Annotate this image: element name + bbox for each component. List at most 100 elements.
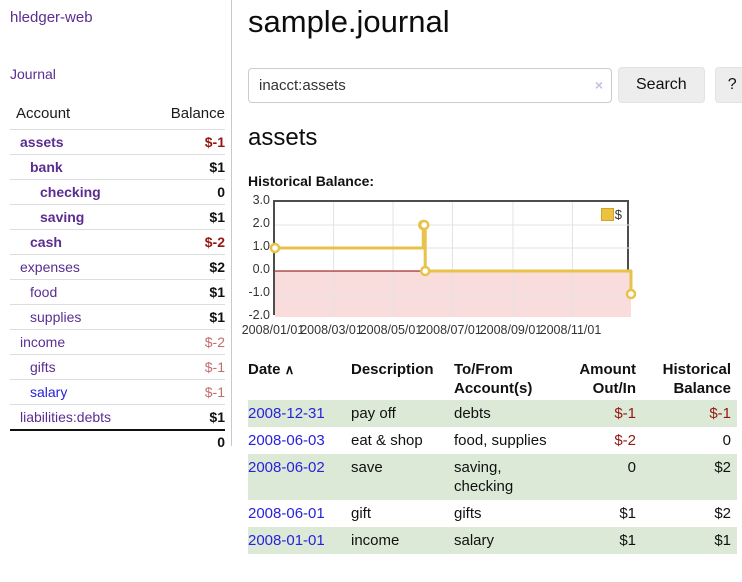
amount-cell: $1 — [619, 505, 636, 522]
register-table: Date ∧ Description To/From Account(s) Am… — [248, 358, 737, 554]
accounts-cell: salary — [454, 532, 495, 549]
x-axis-tick: 2008/05/01 — [359, 323, 423, 337]
account-balance: $-2 — [204, 334, 225, 350]
account-row: saving $1 — [10, 204, 225, 229]
register-header-row: Date ∧ Description To/From Account(s) Am… — [248, 358, 737, 400]
account-balance: $1 — [209, 209, 225, 225]
balance-column-header: Historical Balance — [662, 361, 731, 397]
account-link-cash[interactable]: cash — [30, 234, 62, 250]
accounts-column-header: To/From Account(s) — [454, 361, 533, 397]
register-row[interactable]: 2008-06-01 gift gifts $1 $2 — [248, 500, 737, 527]
account-link-gifts[interactable]: gifts — [30, 359, 56, 375]
account-balance: $-1 — [204, 359, 225, 375]
y-axis-tick: 0.0 — [252, 262, 270, 276]
account-link-bank[interactable]: bank — [30, 159, 63, 175]
account-link-checking[interactable]: checking — [40, 184, 101, 200]
x-axis-tick: 2008/07/01 — [419, 323, 482, 337]
account-row: gifts $-1 — [10, 354, 225, 379]
account-row: bank $1 — [10, 154, 225, 179]
account-link-food[interactable]: food — [30, 284, 58, 300]
accounts-cell: saving, checking — [454, 459, 514, 495]
sort-ascending-icon: ∧ — [284, 362, 295, 377]
account-link-supplies[interactable]: supplies — [30, 309, 82, 325]
x-axis-tick: 2008/01/01 — [241, 323, 305, 337]
account-link-saving[interactable]: saving — [40, 209, 85, 225]
register-row[interactable]: 2008-12-31 pay off debts $-1 $-1 — [248, 400, 737, 427]
clear-search-icon[interactable]: × — [594, 76, 603, 93]
account-balance: 0 — [217, 184, 225, 200]
accounts-cell: gifts — [454, 505, 482, 522]
account-row: food $1 — [10, 279, 225, 304]
account-balance: $1 — [209, 284, 225, 300]
balance-cell: $-1 — [709, 405, 731, 422]
account-link-salary[interactable]: salary — [30, 384, 68, 400]
y-axis-tick: 3.0 — [252, 193, 270, 207]
date-link[interactable]: 2008-06-02 — [248, 459, 325, 476]
historical-balance-chart: $ 3.0 2.0 1.0 0.0 -1.0 -2.0 2008/01/01 2008/03/… — [242, 193, 728, 343]
search-input[interactable] — [248, 67, 612, 103]
x-axis-tick: 2008/03/01 — [300, 323, 363, 337]
x-axis-tick: 2008/09/01 — [479, 323, 543, 337]
account-row: cash $-2 — [10, 229, 225, 254]
date-link[interactable]: 2008-12-31 — [248, 405, 325, 422]
date-link[interactable]: 2008-06-01 — [248, 505, 325, 522]
register-row[interactable]: 2008-06-03 eat & shop food, supplies $-2… — [248, 427, 737, 454]
accounts-tree: assets $-1 bank $1 checking 0 saving $1 … — [10, 129, 225, 453]
description-cell: eat & shop — [351, 432, 423, 449]
nav-journal-link[interactable]: Journal — [10, 66, 56, 82]
description-cell: gift — [351, 505, 372, 522]
amount-cell: 0 — [627, 459, 636, 476]
account-balance: $1 — [209, 159, 225, 175]
balance-cell: $2 — [714, 459, 731, 476]
chart-title: Historical Balance: — [248, 173, 375, 189]
main-content: sample.journal × Search ? assets Histori… — [242, 0, 742, 554]
page-title: sample.journal — [248, 4, 450, 39]
date-header-label: Date — [248, 361, 281, 378]
account-row: salary $-1 — [10, 379, 225, 404]
chart-canvas — [269, 202, 637, 317]
y-axis-tick: 1.0 — [252, 239, 270, 253]
account-balance: $1 — [209, 309, 225, 325]
balance-cell: 0 — [722, 432, 731, 449]
chart-plot-area: $ — [269, 200, 637, 317]
register-row[interactable]: 2008-06-02 save saving, checking 0 $2 — [248, 454, 737, 500]
legend-swatch-icon — [600, 208, 614, 221]
y-axis-tick: 2.0 — [252, 216, 270, 230]
brand-link[interactable]: hledger-web — [10, 9, 93, 26]
y-axis-tick: -2.0 — [248, 308, 270, 322]
register-row[interactable]: 2008-01-01 income salary $1 $1 — [248, 527, 737, 554]
description-cell: pay off — [351, 405, 396, 422]
description-cell: income — [351, 532, 400, 549]
sidebar: hledger-web Journal Account Balance asse… — [0, 0, 232, 450]
account-balance: $-2 — [204, 234, 225, 250]
account-link-expenses[interactable]: expenses — [20, 259, 80, 275]
account-balance: $-1 — [204, 134, 225, 150]
account-balance: $-1 — [204, 384, 225, 400]
amount-cell: $1 — [619, 532, 636, 549]
date-column-header[interactable]: Date ∧ — [248, 358, 345, 400]
account-row: supplies $1 — [10, 304, 225, 329]
account-row: income $-2 — [10, 329, 225, 354]
account-link-income[interactable]: income — [20, 334, 66, 350]
account-row: expenses $2 — [10, 254, 225, 279]
legend-label: $ — [614, 207, 622, 222]
account-link-liabilities-debts[interactable]: liabilities:debts — [20, 409, 112, 425]
account-heading: assets — [248, 124, 318, 151]
date-link[interactable]: 2008-06-03 — [248, 432, 325, 449]
accounts-table-header: Account Balance — [10, 105, 225, 129]
chart-legend: $ — [600, 207, 622, 222]
help-button[interactable]: ? — [714, 67, 742, 103]
search-button[interactable]: Search — [618, 67, 705, 103]
account-link-assets[interactable]: assets — [20, 134, 64, 150]
accounts-cell: debts — [454, 405, 491, 422]
search-form: × Search ? — [248, 67, 742, 103]
account-balance: $2 — [209, 259, 225, 275]
amount-cell: $-1 — [614, 405, 636, 422]
account-column-header: Account — [16, 105, 71, 122]
accounts-total: 0 — [10, 429, 225, 453]
description-column-header: Description — [351, 361, 434, 378]
account-balance: $1 — [209, 409, 225, 425]
date-link[interactable]: 2008-01-01 — [248, 532, 325, 549]
account-row: liabilities:debts $1 — [10, 404, 225, 429]
